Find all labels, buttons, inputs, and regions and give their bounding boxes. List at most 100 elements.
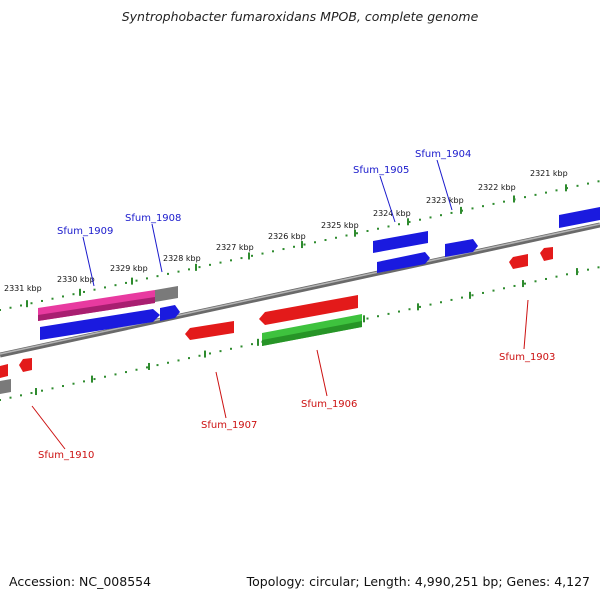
ruler-dot	[9, 306, 12, 309]
tick-label: 2325 kbp	[321, 221, 359, 230]
gene-feature	[155, 286, 178, 302]
gene-label-sfum-1904: Sfum_1904	[415, 149, 471, 160]
ruler-dot	[230, 347, 232, 350]
ruler-dot	[566, 273, 568, 276]
ruler-dot	[198, 266, 201, 269]
ruler-dot	[125, 371, 127, 374]
ruler-dot	[513, 284, 516, 287]
ruler-dot	[524, 282, 526, 285]
ruler-dot	[209, 263, 211, 266]
ruler-dot	[440, 214, 442, 217]
ruler-dot	[20, 304, 22, 307]
ruler-dot	[167, 361, 169, 364]
ruler-dot	[545, 277, 547, 280]
ruler-dot	[387, 225, 390, 228]
ruler-major-tick	[204, 350, 206, 358]
ruler-dot	[324, 239, 327, 242]
ruler-dot	[188, 357, 190, 360]
ruler-dot	[156, 364, 159, 367]
ruler-dot	[345, 234, 348, 237]
ruler-dot	[219, 350, 222, 353]
ruler-dot	[524, 196, 526, 199]
ruler-dot	[219, 261, 222, 264]
ruler-major-tick	[248, 252, 250, 260]
ruler-major-tick	[26, 300, 28, 308]
tick-label: 2331 kbp	[4, 284, 42, 293]
ruler-dot	[503, 287, 505, 290]
gene-feature	[19, 358, 32, 372]
ruler-dot	[198, 354, 201, 357]
ruler-dot	[377, 227, 379, 230]
gene-label-sfum-1910: Sfum_1910	[38, 450, 94, 461]
ruler-major-tick	[301, 241, 303, 249]
ruler-dot	[62, 385, 64, 388]
ruler-dot	[398, 310, 400, 313]
tick-label: 2329 kbp	[110, 264, 148, 273]
ruler-dot	[555, 275, 558, 278]
gene-feature	[262, 321, 362, 346]
gene-labels: Sfum_1904 Sfum_1905 Sfum_1908 Sfum_1909 …	[31, 149, 555, 461]
ruler-dot	[114, 373, 117, 376]
ruler-dot	[104, 286, 106, 289]
ruler-dot	[104, 375, 106, 378]
ruler-dot	[555, 189, 558, 192]
ruler-dot	[587, 268, 589, 271]
gene-label-sfum-1905: Sfum_1905	[353, 165, 409, 176]
ruler-dot	[146, 366, 148, 369]
ruler-dot	[167, 272, 169, 275]
ruler-dot	[440, 301, 442, 304]
gene-feature	[38, 297, 155, 321]
ruler-dot	[188, 268, 190, 271]
ruler-dot	[303, 243, 306, 246]
ruler-dot	[30, 302, 33, 305]
gene-label-sfum-1903: Sfum_1903	[499, 352, 555, 363]
ruler-outer	[0, 180, 600, 311]
gene-feature	[509, 254, 528, 269]
ruler-major-tick	[363, 315, 365, 323]
tick-label: 2322 kbp	[478, 183, 516, 192]
ruler-dot	[62, 295, 64, 298]
gene-feature	[185, 321, 234, 340]
ruler-dot	[156, 275, 159, 278]
ruler-major-tick	[460, 206, 462, 214]
ruler-major-tick	[257, 338, 259, 346]
gene-feature	[377, 252, 430, 273]
ruler-dot	[261, 252, 264, 255]
ruler-dot	[429, 303, 432, 306]
ruler-dot	[125, 281, 127, 284]
ruler-dot	[251, 343, 253, 346]
gene-feature	[40, 309, 160, 340]
ruler-dot	[545, 191, 547, 194]
ruler-dot	[597, 266, 600, 269]
gene-feature	[445, 239, 478, 257]
ruler-major-tick	[79, 288, 81, 296]
tick-label: 2327 kbp	[216, 243, 254, 252]
ruler-dot	[366, 317, 369, 320]
ruler-dot	[30, 392, 33, 395]
ruler-major-tick	[469, 291, 471, 299]
ruler-major-tick	[576, 268, 578, 276]
ruler-dot	[482, 291, 484, 294]
ruler-dot	[492, 289, 495, 292]
ruler-dot	[240, 345, 243, 348]
ruler-dot	[72, 382, 75, 385]
ruler-dot	[408, 308, 411, 311]
ruler-dot	[83, 290, 85, 293]
ruler-major-tick	[565, 184, 567, 192]
ruler-dot	[597, 180, 600, 183]
ruler-dot	[366, 229, 369, 232]
gene-label-sfum-1906: Sfum_1906	[301, 399, 357, 410]
gene-feature	[160, 305, 180, 321]
gene-feature	[0, 364, 8, 378]
ruler-dot	[135, 368, 138, 371]
ruler-dot	[83, 380, 85, 383]
gene-label-sfum-1909: Sfum_1909	[57, 226, 113, 237]
ruler-major-tick	[522, 280, 524, 288]
ruler-dot	[419, 218, 421, 221]
ruler-dot	[461, 296, 463, 299]
ruler-dot	[51, 297, 54, 300]
ruler-dot	[398, 223, 400, 226]
ruler-major-tick	[354, 229, 356, 237]
ruler-dot	[429, 216, 432, 219]
